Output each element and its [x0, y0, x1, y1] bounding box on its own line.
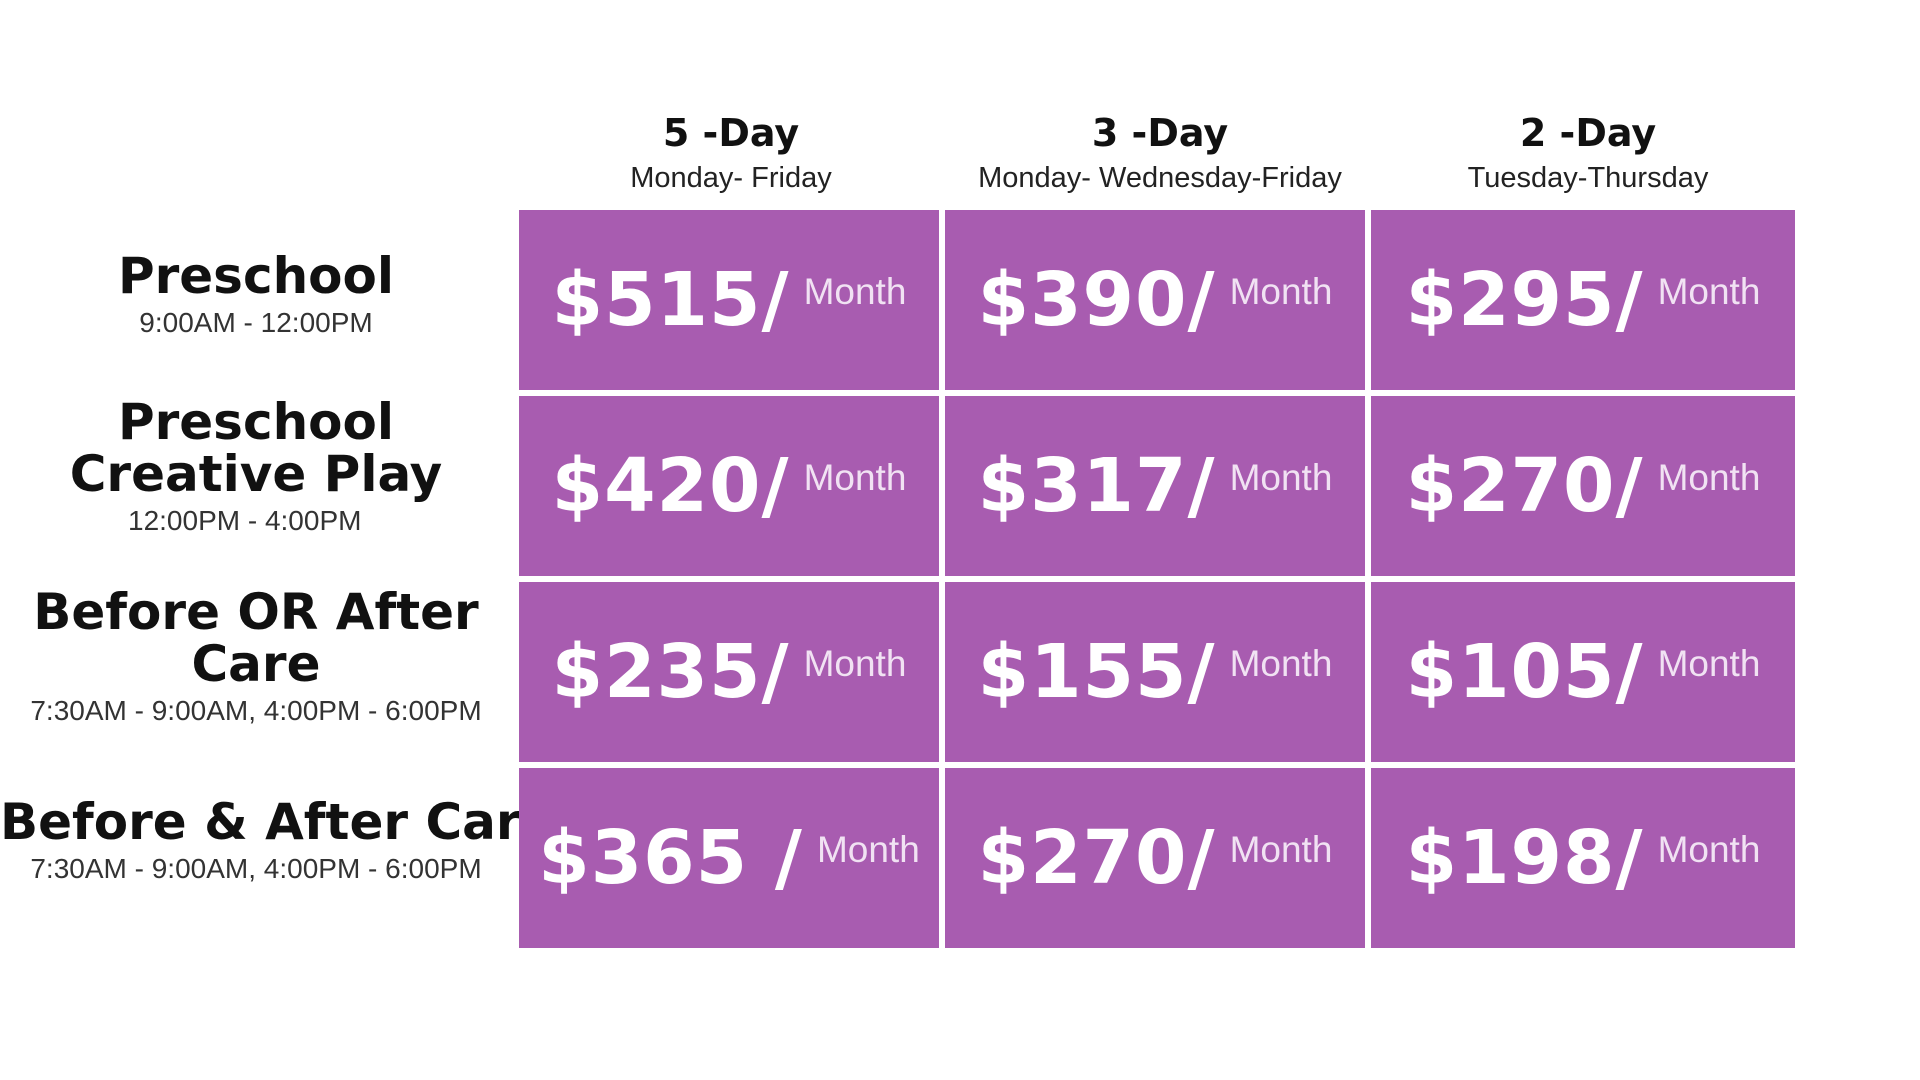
price-unit: Month: [1229, 643, 1333, 684]
price-unit: Month: [1229, 457, 1333, 498]
price-amount: $270/: [977, 815, 1216, 901]
price-unit: Month: [803, 643, 907, 684]
program-hours: 9:00AM - 12:00PM: [139, 307, 373, 338]
price-unit: Month: [1657, 829, 1761, 870]
row-label-preschool: Preschool 9:00AM - 12:00PM: [0, 250, 512, 340]
price-cell: $155/ Month: [945, 582, 1365, 762]
price-unit: Month: [1657, 643, 1761, 684]
program-title: Preschool Creative Play: [69, 393, 443, 503]
column-title: 3 -Day: [1091, 111, 1229, 155]
price-cell: $235/ Month: [519, 582, 939, 762]
price-amount: $295/: [1405, 257, 1644, 343]
column-days: Monday- Wednesday-Friday: [978, 162, 1342, 194]
program-hours: 7:30AM - 9:00AM, 4:00PM - 6:00PM: [30, 853, 482, 884]
price-cell: $105/ Month: [1371, 582, 1795, 762]
column-days: Monday- Friday: [630, 162, 832, 194]
price-cell: $317/ Month: [945, 396, 1365, 576]
price-unit: Month: [1229, 829, 1333, 870]
column-header-3-day: 3 -Day Monday- Wednesday-Friday: [948, 108, 1372, 196]
price-amount: $515/: [551, 257, 790, 343]
program-title: Preschool: [117, 247, 395, 305]
price-unit: Month: [803, 271, 907, 312]
price-unit: Month: [1657, 271, 1761, 312]
price-amount: $235/: [551, 629, 790, 715]
price-amount: $420/: [551, 443, 790, 529]
row-label-before-or-after-care: Before OR After Care 7:30AM - 9:00AM, 4:…: [0, 586, 512, 728]
row-label-before-and-after-care: Before & After Care 7:30AM - 9:00AM, 4:0…: [0, 793, 555, 886]
price-cell: $295/ Month: [1371, 210, 1795, 390]
row-label-preschool-creative-play: Preschool Creative Play 12:00PM - 4:00PM: [0, 396, 512, 538]
price-cell: $515/ Month: [519, 210, 939, 390]
column-header-2-day: 2 -Day Tuesday-Thursday: [1376, 108, 1800, 196]
program-title: Before & After Care: [0, 793, 555, 851]
price-cell: $270/ Month: [1371, 396, 1795, 576]
price-amount: $155/: [977, 629, 1216, 715]
price-cell: $198/ Month: [1371, 768, 1795, 948]
price-grid: $515/ Month $390/ Month $295/ Month $420…: [519, 210, 1799, 950]
price-cell: $270/ Month: [945, 768, 1365, 948]
price-amount: $270/: [1405, 443, 1644, 529]
column-title: 5 -Day: [662, 111, 800, 155]
column-days: Tuesday-Thursday: [1467, 162, 1709, 194]
column-header-5-day: 5 -Day Monday- Friday: [519, 108, 943, 196]
price-amount: $105/: [1405, 629, 1644, 715]
price-cell: $390/ Month: [945, 210, 1365, 390]
price-unit: Month: [803, 457, 907, 498]
price-amount: $198/: [1405, 815, 1644, 901]
price-amount: $317/: [977, 443, 1216, 529]
price-unit: Month: [1657, 457, 1761, 498]
price-unit: Month: [1229, 271, 1333, 312]
program-title: Before OR After Care: [33, 583, 479, 693]
column-title: 2 -Day: [1519, 111, 1657, 155]
price-amount: $390/: [977, 257, 1216, 343]
program-hours: 12:00PM - 4:00PM: [128, 505, 362, 536]
price-unit: Month: [816, 829, 920, 870]
price-cell: $420/ Month: [519, 396, 939, 576]
program-hours: 7:30AM - 9:00AM, 4:00PM - 6:00PM: [30, 695, 482, 726]
price-cell: $365 / Month: [519, 768, 939, 948]
price-amount: $365 /: [538, 815, 803, 901]
